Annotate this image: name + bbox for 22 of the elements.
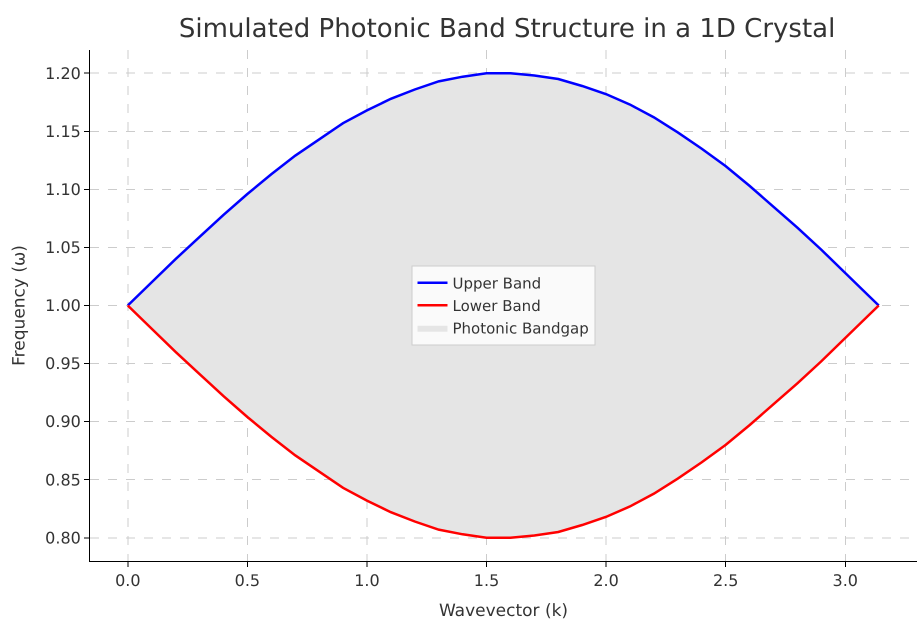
y-tick-label: 1.15 — [45, 122, 81, 141]
x-tick-label: 0.0 — [115, 571, 141, 590]
x-tick-label: 1.0 — [354, 571, 380, 590]
legend-label: Photonic Bandgap — [452, 320, 589, 338]
x-tick-label: 1.5 — [474, 571, 500, 590]
legend-label: Upper Band — [452, 274, 542, 293]
x-tick-label: 2.0 — [593, 571, 619, 590]
y-tick-label: 1.20 — [45, 64, 81, 83]
legend-label: Lower Band — [452, 297, 541, 316]
y-axis-title: Frequency (ω) — [10, 245, 30, 366]
chart-title: Simulated Photonic Band Structure in a 1D Crystal — [178, 14, 836, 44]
x-tick-label: 3.0 — [832, 571, 858, 590]
y-tick-label: 0.85 — [45, 470, 81, 490]
y-tick-label: 0.80 — [45, 528, 81, 548]
x-tick-label: 0.5 — [234, 571, 260, 590]
x-tick-label: 2.5 — [712, 571, 738, 590]
y-tick-label: 1.05 — [45, 238, 81, 258]
y-tick-label: 0.90 — [45, 412, 81, 432]
x-axis-title: Wavevector (k) — [438, 601, 568, 621]
y-tick-label: 0.95 — [45, 354, 81, 374]
y-tick-label: 1.00 — [45, 296, 81, 316]
y-tick-label: 1.10 — [45, 180, 81, 199]
